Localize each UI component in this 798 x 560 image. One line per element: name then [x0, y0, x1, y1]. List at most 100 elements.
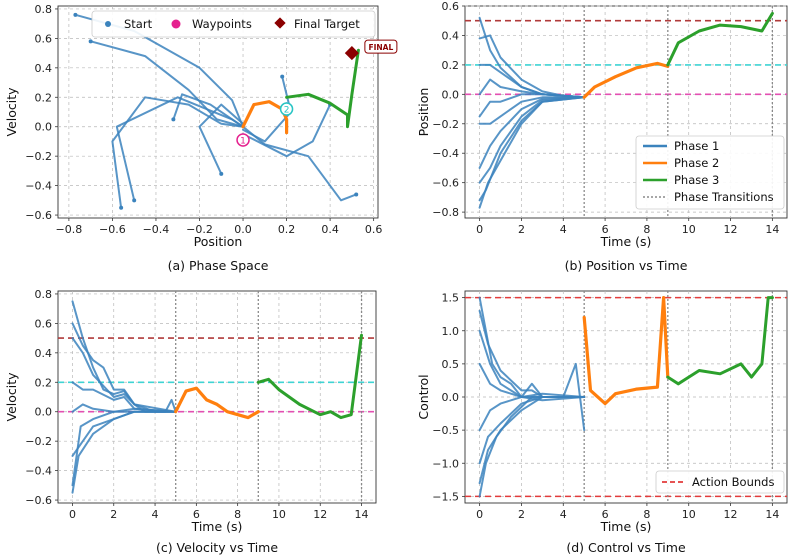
series-line [174, 386, 260, 420]
series-line [666, 296, 774, 386]
final-target-marker [344, 46, 359, 61]
y-tick-label: 0.0 [442, 391, 460, 404]
y-tick-label: −0.2 [25, 435, 52, 448]
y-tick-label: −0.2 [25, 150, 52, 163]
series-line [666, 11, 774, 67]
series-line [478, 93, 586, 118]
xlabel: Time (s) [600, 234, 652, 249]
x-tick-label: 6 [193, 508, 200, 521]
legend-phase2-label: Phase 2 [674, 156, 719, 170]
x-tick-label: 14 [355, 508, 369, 521]
panel-phase-space: 1 2 FINAL −0.8 −0.6 −0.4 −0.2 0.0 0.2 0.4 0.6 −0.6… [4, 3, 398, 273]
legend: Phase 1 Phase 2 Phase 3 Phase Transition… [635, 135, 785, 210]
ylabel: Velocity [4, 87, 19, 137]
y-tick-label: 1.5 [442, 292, 460, 305]
ylabel: Position [416, 88, 431, 137]
y-tick-label: −0.4 [25, 180, 52, 193]
y-tick-label: 1.0 [442, 325, 460, 338]
legend-phase3-label: Phase 3 [674, 173, 719, 187]
start-point [354, 192, 359, 197]
series-line [478, 96, 586, 125]
y-tick-label: 0.2 [442, 59, 460, 72]
series-line [172, 93, 244, 128]
start-point [280, 74, 285, 79]
start-point [73, 12, 78, 17]
final-label-box [364, 39, 398, 54]
series-line [582, 61, 670, 99]
legend-waypoints-label: Waypoints [192, 17, 252, 31]
ylabel: Velocity [4, 372, 19, 422]
legend-start-label: Start [124, 17, 153, 31]
legend-bounds-label: Action Bounds [692, 475, 774, 489]
x-tick-label: 0.4 [321, 223, 339, 236]
y-tick-label: −1.5 [432, 490, 459, 503]
x-tick-label: 12 [313, 508, 327, 521]
legend-start-marker [105, 21, 111, 27]
y-tick-label: −1.0 [432, 457, 459, 470]
x-tick-label: 12 [724, 508, 738, 521]
y-tick-label: 0.2 [35, 91, 53, 104]
x-tick-label: 0 [476, 223, 483, 236]
y-tick-label: 0.0 [35, 406, 53, 419]
y-tick-label: 0.2 [35, 376, 53, 389]
x-tick-label: 6 [602, 223, 609, 236]
ylabel: Control [416, 374, 431, 419]
x-tick-label: 14 [765, 508, 779, 521]
start-point [132, 198, 137, 203]
y-tick-label: 0.4 [35, 347, 53, 360]
x-tick-label: 0.2 [278, 223, 296, 236]
x-tick-label: 0 [69, 508, 76, 521]
panel-position-vs-time: 0 2 4 6 8 10 12 14−0.8−0.6−0.4−0.20.00.20.40.6 … [416, 0, 788, 273]
x-tick-label: 2 [110, 508, 117, 521]
x-tick-label: 8 [643, 508, 650, 521]
y-tick-label: 0.5 [442, 358, 460, 371]
x-tick-label: −0.6 [99, 223, 126, 236]
y-tick-label: −0.6 [432, 177, 459, 190]
y-tick-label: 0.8 [35, 3, 53, 16]
series-line [242, 103, 332, 158]
series-line [478, 96, 586, 184]
y-tick-label: −0.4 [25, 465, 52, 478]
panel-velocity-vs-time: 0 2 4 6 8 10 12 14 −0.6 −0.4 −0.2 0.0 0.2 0.4 0.6 0.8 T… [4, 288, 377, 555]
xlabel: Time (s) [600, 519, 652, 534]
legend-transition-label: Phase Transitions [674, 190, 774, 204]
y-tick-label: −0.6 [25, 494, 52, 507]
caption: (c) Velocity vs Time [156, 540, 278, 555]
x-tick-label: 10 [682, 508, 696, 521]
final-target-label: FINAL [368, 43, 393, 52]
series-line [198, 103, 244, 175]
x-tick-label: 6 [602, 508, 609, 521]
legend: Action Bounds [655, 470, 785, 494]
x-tick-label: −0.4 [143, 223, 170, 236]
y-tick-label: −0.5 [432, 424, 459, 437]
y-tick-label: 0.4 [35, 62, 53, 75]
y-tick-label: 0.6 [35, 317, 53, 330]
y-tick-label: 0.0 [35, 121, 53, 134]
legend: Start Waypoints Final Target [91, 10, 376, 38]
caption: (d) Control vs Time [566, 540, 686, 555]
y-tick-label: −0.4 [432, 147, 459, 160]
x-tick-label: 4 [152, 508, 159, 521]
x-tick-label: 14 [765, 223, 779, 236]
series-line [478, 96, 586, 169]
series-line [478, 96, 586, 209]
caption: (a) Phase Space [168, 258, 269, 273]
legend-phase1-label: Phase 1 [674, 139, 719, 153]
x-tick-label: 4 [560, 223, 567, 236]
series-line [71, 407, 177, 487]
x-tick-label: 2 [518, 223, 525, 236]
y-tick-label: −0.8 [432, 206, 459, 219]
waypoint-marker [236, 133, 250, 147]
panel-control-vs-time: 0 2 4 6 8 10 12 14 −1.5 −1.0 −0.5 0.0 0.5 1.0 1.5 Time… [416, 290, 788, 555]
series-line [582, 296, 670, 406]
start-point [219, 171, 224, 176]
x-tick-label: 4 [560, 508, 567, 521]
x-tick-label: 2 [518, 508, 525, 521]
start-point [171, 117, 176, 122]
waypoint-marker [279, 102, 294, 116]
series-line [478, 396, 586, 498]
x-tick-label: 8 [643, 223, 650, 236]
waypoint-label: 2 [284, 106, 290, 116]
legend-target-label: Final Target [294, 17, 360, 31]
